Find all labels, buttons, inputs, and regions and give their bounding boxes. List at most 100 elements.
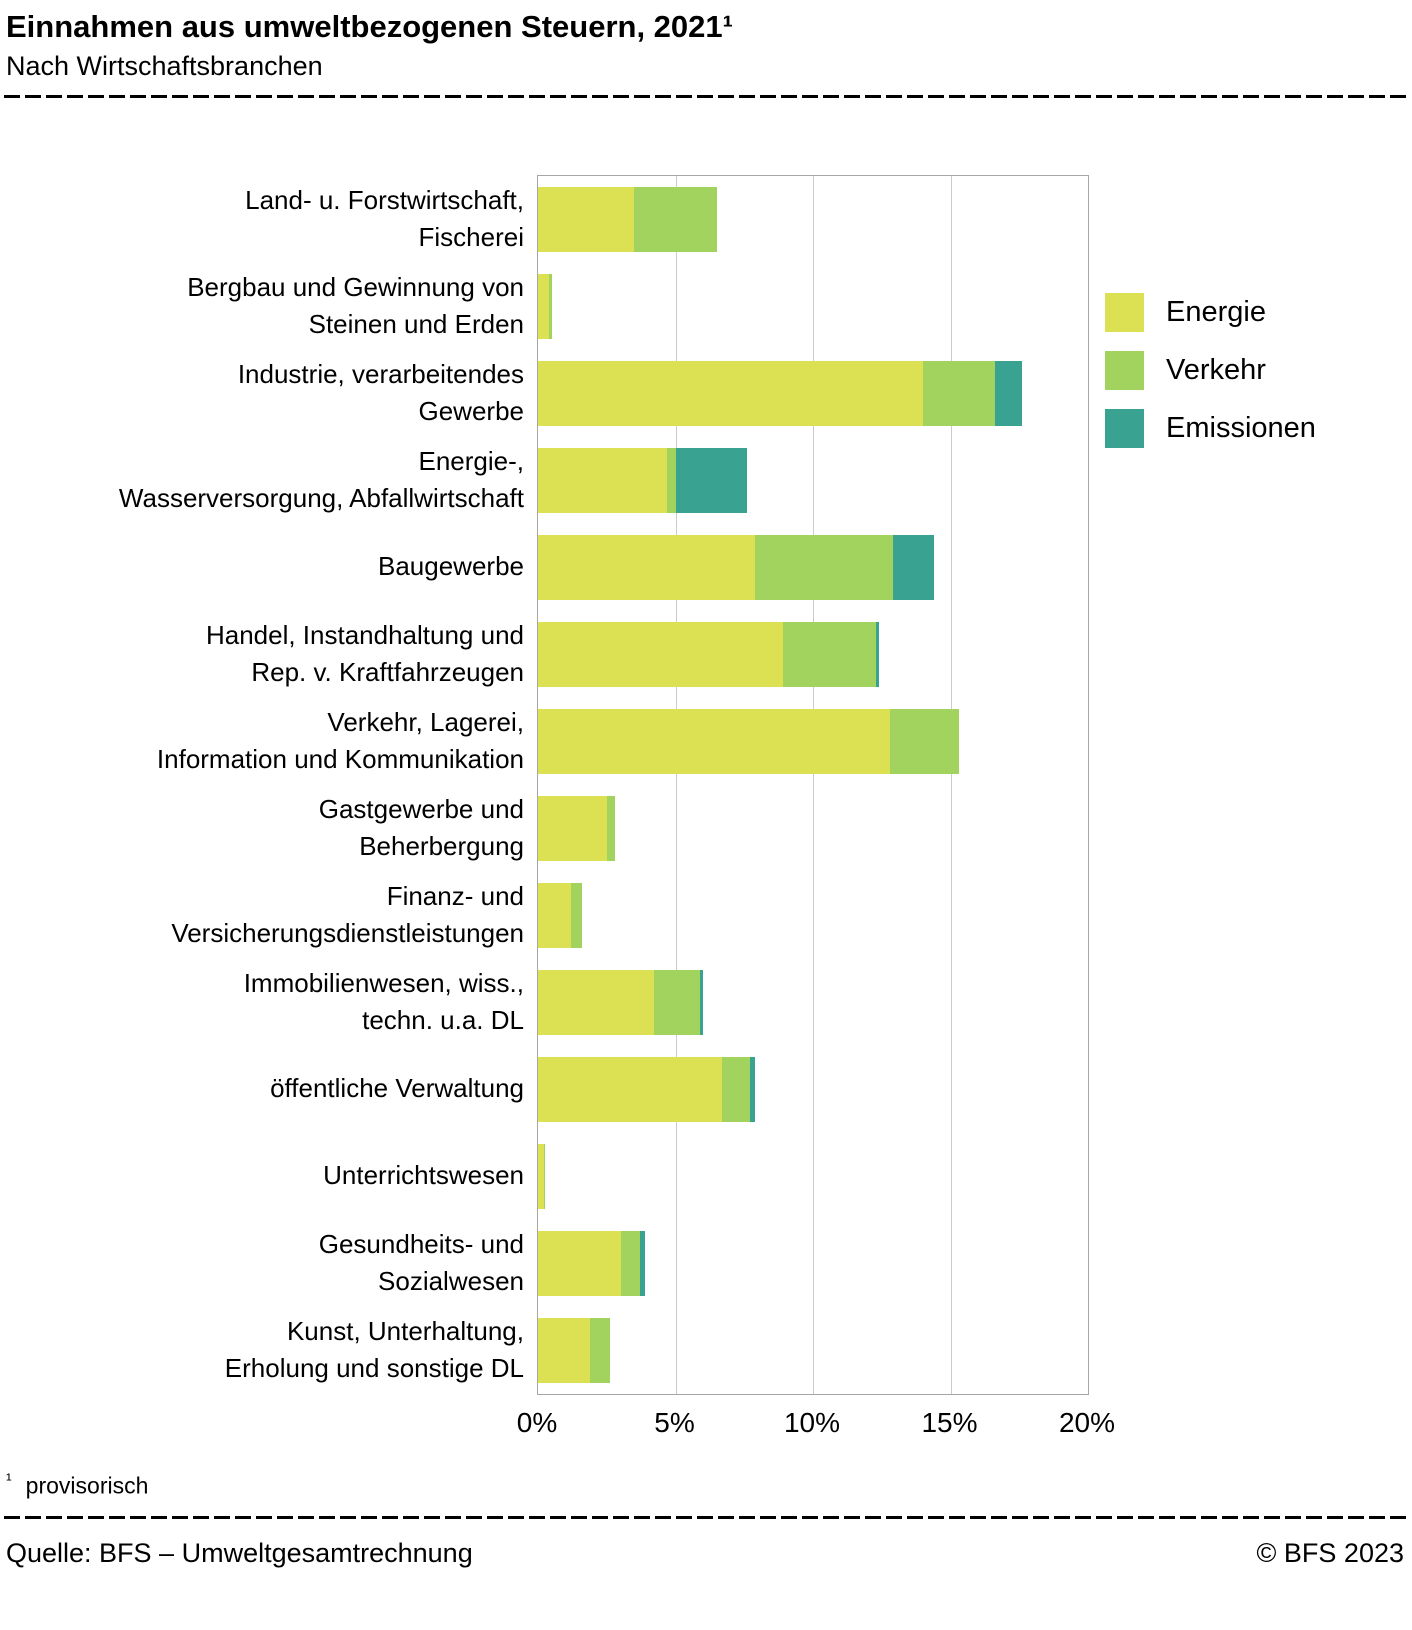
category-label: öffentliche Verwaltung [270,1073,524,1103]
legend-swatch [1105,293,1144,332]
bar-segment-emissionen [639,1231,646,1296]
category-label: Verkehr, Lagerei, Information und Kommuni… [156,706,524,774]
bar-segment-emissionen [675,448,747,513]
x-axis: 0% 5% 10% 15% 20% [517,1407,1115,1447]
bar-track [538,709,959,774]
bar-segment-energie [538,970,654,1035]
bar-segment-verkehr [890,709,959,774]
bar-segment-verkehr [634,187,717,252]
bar-segment-energie [538,1318,591,1383]
bar-segment-emissionen [994,361,1022,426]
legend-item: Energie [1105,293,1316,332]
legend-label: Verkehr [1166,354,1266,386]
bar-segment-emissionen [700,970,703,1035]
bar-track [538,535,934,600]
bar-row [538,176,1088,263]
plot-area [537,175,1089,1395]
bar-row [538,524,1088,611]
bar-segment-energie [538,709,890,774]
footer: Quelle: BFS – Umweltgesamtrechnung © BFS… [6,1538,1404,1569]
category-label: Finanz- und Versicherungsdienstleistungen [171,880,524,948]
bar-segment-energie [538,1057,723,1122]
legend-item: Verkehr [1105,351,1316,390]
bar-segment-energie [538,883,571,948]
bar-track [538,970,703,1035]
bar-segment-emissionen [876,622,879,687]
bar-segment-verkehr [620,1231,640,1296]
bar-segment-energie [538,1144,544,1209]
bar-track [538,1318,610,1383]
gridline [675,176,677,1394]
source-text: Quelle: BFS – Umweltgesamtrechnung [6,1538,473,1568]
gridline [950,176,952,1394]
bar-track [538,622,879,687]
x-tick-label: 5% [654,1407,695,1438]
footnote: ¹ provisorisch [6,1470,148,1500]
bar-track [538,274,552,339]
legend: Energie Verkehr Emissionen [1105,293,1316,467]
category-label: Gastgewerbe und Beherbergung [318,793,524,861]
category-labels: Land- u. Forstwirtschaft, Fischerei Bergba… [0,175,524,1393]
bar-segment-energie [538,1231,621,1296]
x-tick-label: 10% [783,1407,841,1438]
bar-segment-verkehr [722,1057,750,1122]
footnote-marker: ¹ [6,1470,12,1489]
chart-title: Einnahmen aus umweltbezogenen Steuern, 2… [6,9,733,44]
chart-subtitle: Nach Wirtschaftsbranchen [6,51,323,81]
bar-row [538,698,1088,785]
bar-segment-energie [538,535,756,600]
category-label: Energie-, Wasserversorgung, Abfallwirtsch… [118,445,524,513]
top-divider [4,95,1408,98]
x-tick-label: 0% [516,1407,558,1438]
bar-segment-verkehr [755,535,893,600]
category-label: Bergbau und Gewinnung von Steinen und Erd… [187,271,524,339]
bar-segment-verkehr [606,796,615,861]
bar-track [538,1144,545,1209]
bar-segment-energie [538,622,783,687]
bar-segment-energie [538,274,549,339]
bar-track [538,187,717,252]
bar-row [538,1133,1088,1220]
bar-segment-emissionen [892,535,934,600]
bar-track [538,448,747,513]
category-label: Unterrichtswesen [323,1160,524,1190]
bar-row [538,785,1088,872]
legend-item: Emissionen [1105,409,1316,448]
bar-segment-energie [538,448,668,513]
bar-track [538,361,1022,426]
bar-row [538,1220,1088,1307]
category-label: Land- u. Forstwirtschaft, Fischerei [245,184,524,252]
bar-segment-verkehr [549,274,552,339]
bar-track [538,1057,756,1122]
bar-row [538,263,1088,350]
bar-track [538,1231,646,1296]
bar-segment-energie [538,361,923,426]
bar-row [538,1046,1088,1133]
bar-track [538,796,615,861]
bar-row [538,437,1088,524]
bar-segment-verkehr [782,622,877,687]
category-label: Handel, Instandhaltung und Rep. v. Kraftf… [205,619,524,687]
x-tick-label: 15% [921,1407,978,1438]
bar-row [538,350,1088,437]
legend-label: Energie [1166,296,1266,328]
category-label: Industrie, verarbeitendes Gewerbe [237,358,524,426]
bar-row [538,872,1088,959]
category-label: Kunst, Unterhaltung, Erholung und sonstig… [224,1315,524,1383]
footnote-text: provisorisch [25,1472,149,1499]
bar-segment-verkehr [543,1144,545,1209]
bar-segment-verkehr [571,883,582,948]
legend-label: Emissionen [1166,412,1316,444]
bar-segment-emissionen [749,1057,756,1122]
bar-track [538,883,582,948]
bar-segment-verkehr [923,361,995,426]
gridline [813,176,814,1394]
bar-row [538,611,1088,698]
bar-segment-energie [538,187,635,252]
category-label: Gesundheits- und Sozialwesen [318,1228,524,1296]
bar-row [538,1307,1088,1394]
bar-segment-verkehr [653,970,701,1035]
legend-swatch [1105,409,1144,448]
bottom-divider [4,1516,1408,1519]
